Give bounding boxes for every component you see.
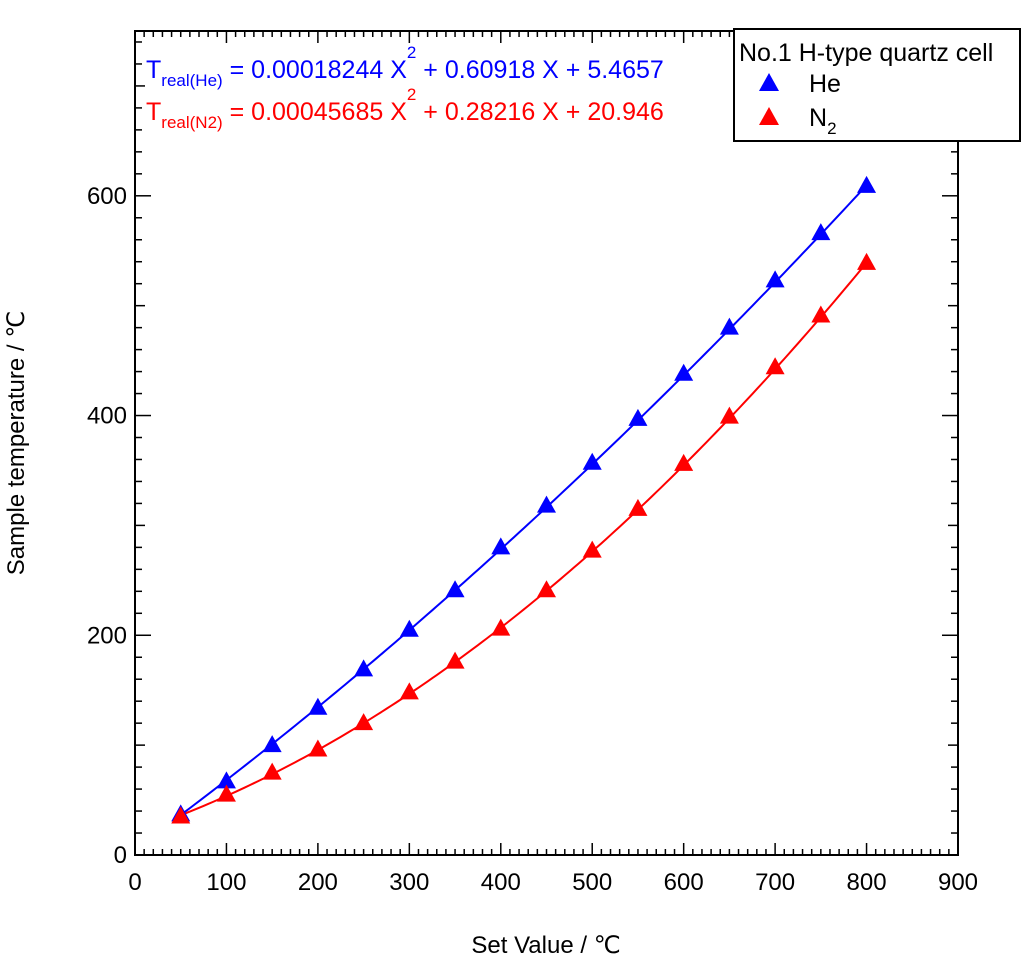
x-tick-label: 500 xyxy=(572,869,612,896)
fit-curves xyxy=(180,184,868,817)
equation-he-main: = 0.00018244 X xyxy=(223,56,408,84)
legend-title: No.1 H-type quartz cell xyxy=(739,39,993,67)
data-point-n2 xyxy=(765,357,785,375)
x-tick-label: 400 xyxy=(481,869,521,896)
fit-curve-n2 xyxy=(180,262,868,817)
data-point-he xyxy=(857,175,877,193)
data-point-he xyxy=(582,452,602,470)
data-point-n2 xyxy=(445,651,465,669)
equation-n2-sub: real(N2) xyxy=(161,113,222,132)
legend-label-n2-sub: 2 xyxy=(827,119,836,138)
data-point-n2 xyxy=(171,806,191,824)
legend-box xyxy=(733,28,1021,142)
data-point-he xyxy=(308,697,328,715)
legend-label-n2-main: N xyxy=(809,104,827,132)
x-tick-label: 300 xyxy=(389,869,429,896)
axis-ticks xyxy=(134,31,959,856)
data-point-he xyxy=(628,408,648,426)
equation-n2: Treal(N2) = 0.00045685 X2 + 0.28216 X + … xyxy=(146,85,664,132)
data-point-he xyxy=(811,223,831,241)
legend-label-he: He xyxy=(809,70,841,98)
axis-tick-labels: 0 100 200 300 400 500 600 700 800 900 0 200 400 600 xyxy=(87,183,978,896)
legend-marker-he xyxy=(759,73,779,91)
data-point-he xyxy=(445,580,465,598)
data-point-n2 xyxy=(216,784,236,802)
x-tick-label: 100 xyxy=(206,869,246,896)
y-tick-label: 400 xyxy=(87,403,127,430)
data-point-he xyxy=(354,659,374,677)
data-point-n2 xyxy=(354,713,374,731)
y-tick-label: 200 xyxy=(87,622,127,649)
equation-n2-tail: + 0.28216 X + 20.946 xyxy=(416,98,663,126)
data-point-he xyxy=(491,537,511,555)
equation-n2-sup: 2 xyxy=(407,85,416,104)
x-tick-label: 700 xyxy=(755,869,795,896)
x-tick-label: 900 xyxy=(938,869,978,896)
data-point-n2 xyxy=(537,580,556,598)
x-tick-label: 800 xyxy=(847,869,887,896)
equation-he-sup: 2 xyxy=(407,43,416,62)
y-tick-label: 0 xyxy=(114,842,127,869)
data-point-n2 xyxy=(308,739,328,757)
y-tick-label: 600 xyxy=(87,183,127,210)
legend-label-n2: N2 xyxy=(809,104,837,138)
data-point-n2 xyxy=(399,682,419,700)
data-point-he xyxy=(216,771,236,789)
data-markers xyxy=(171,175,877,824)
equation-he-sub: real(He) xyxy=(161,71,222,90)
data-point-he xyxy=(537,495,556,513)
legend: No.1 H-type quartz cell He N2 xyxy=(733,28,1021,142)
equation-he: Treal(He) = 0.00018244 X2 + 0.60918 X + … xyxy=(146,43,664,90)
data-point-n2 xyxy=(262,762,282,780)
data-point-n2 xyxy=(811,305,831,323)
data-point-he xyxy=(262,735,282,753)
data-point-n2 xyxy=(857,252,877,270)
x-tick-label: 600 xyxy=(664,869,704,896)
plot-border xyxy=(134,30,959,856)
equation-he-T: T xyxy=(146,56,161,84)
fit-curve-he xyxy=(180,184,868,816)
data-point-n2 xyxy=(719,406,739,424)
equation-he-tail: + 0.60918 X + 5.4657 xyxy=(416,56,663,84)
data-point-he xyxy=(399,619,419,637)
x-tick-label: 200 xyxy=(298,869,338,896)
y-axis-label: Sample temperature / ℃ xyxy=(3,311,30,575)
plot-frame xyxy=(134,30,959,856)
data-point-n2 xyxy=(582,540,602,558)
data-point-n2 xyxy=(628,498,648,516)
data-point-he xyxy=(719,317,739,335)
data-point-he xyxy=(765,270,785,288)
data-point-n2 xyxy=(491,618,511,636)
data-point-he xyxy=(674,363,694,381)
equation-n2-main: = 0.00045685 X xyxy=(223,98,408,126)
x-axis-label: Set Value / ℃ xyxy=(471,932,620,959)
data-point-n2 xyxy=(674,453,694,471)
equation-n2-T: T xyxy=(146,98,161,126)
x-tick-label: 0 xyxy=(128,869,141,896)
legend-marker-n2 xyxy=(759,107,779,125)
